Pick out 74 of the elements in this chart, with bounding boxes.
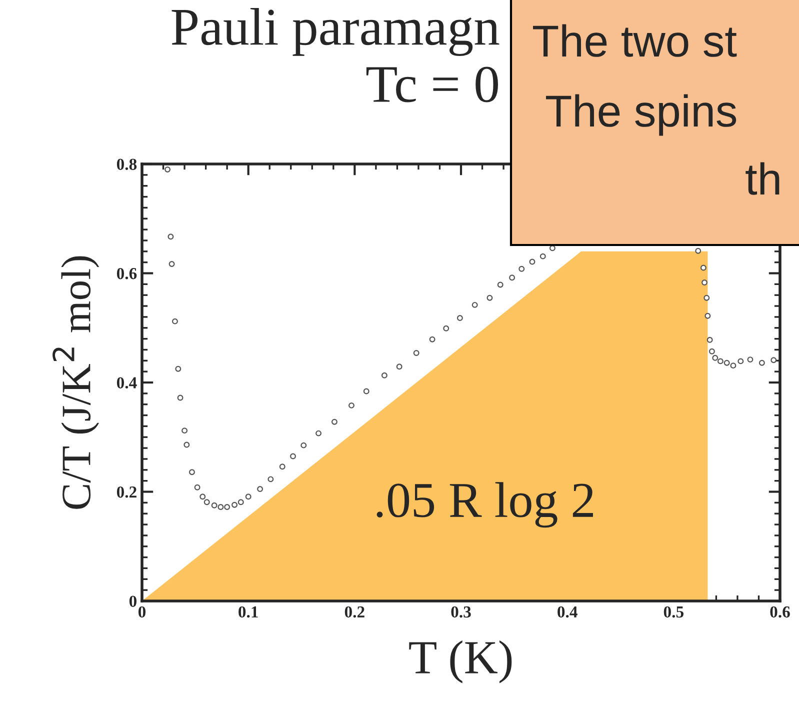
- point: [456, 315, 463, 322]
- point: [164, 166, 171, 172]
- annotation: .05 R log 2: [376, 482, 593, 528]
- point: [218, 504, 224, 510]
- point: [224, 504, 230, 510]
- point: [172, 318, 178, 324]
- point: [747, 356, 754, 363]
- point: [257, 486, 264, 492]
- point: [730, 362, 736, 369]
- point: [290, 453, 296, 460]
- point: [706, 336, 713, 343]
- point: [238, 499, 244, 506]
- text: The two st: [533, 24, 737, 57]
- point: [738, 358, 744, 364]
- point: [232, 502, 238, 508]
- point: [704, 294, 710, 301]
- point: [175, 366, 182, 372]
- point: [188, 469, 195, 476]
- point: [518, 266, 525, 272]
- point: [509, 274, 516, 281]
- y-axis-title: C/T (J/K$^{2}$ mol): [52, 256, 100, 509]
- point: [770, 357, 777, 364]
- x-axis-title: T (K): [409, 640, 512, 684]
- x-tick-label: 0.4: [558, 606, 578, 618]
- point: [184, 442, 190, 448]
- y-tick-label: 0.8: [116, 158, 137, 170]
- point: [486, 294, 493, 301]
- y-tick-label: 0.4: [116, 377, 137, 389]
- point: [413, 350, 420, 356]
- text: The spins: [546, 94, 736, 136]
- point: [245, 494, 252, 500]
- y-tick-label: 0.6: [116, 268, 137, 280]
- point: [168, 234, 174, 240]
- x-tick-label: 0.1: [238, 606, 258, 618]
- y-tick-label: 0: [129, 596, 137, 607]
- point: [204, 499, 210, 506]
- point: [211, 502, 218, 508]
- point: [758, 360, 765, 366]
- point: [363, 388, 370, 394]
- point: [182, 428, 188, 434]
- point: [331, 418, 338, 425]
- point: [708, 348, 715, 354]
- point: [429, 336, 436, 342]
- point: [348, 402, 354, 408]
- x-tick-label: 0: [138, 606, 146, 618]
- point: [717, 358, 724, 364]
- point: [177, 394, 184, 401]
- point: [396, 364, 402, 370]
- point: [695, 248, 702, 254]
- point: [279, 464, 286, 470]
- x-tick-label: 0.2: [344, 606, 364, 618]
- x-tick-label: 0.6: [770, 606, 790, 618]
- point: [702, 280, 708, 286]
- point: [712, 354, 718, 361]
- point: [300, 442, 307, 448]
- point: [472, 302, 478, 308]
- point: [381, 372, 388, 378]
- chart-title: Pauli paramagn Tc = 0: [172, 8, 500, 102]
- point: [268, 476, 274, 482]
- point: [443, 325, 450, 332]
- point: [529, 258, 536, 265]
- y-tick-label: 0.2: [116, 486, 136, 498]
- point: [316, 430, 322, 436]
- point: [200, 494, 206, 500]
- point: [168, 260, 175, 267]
- x-tick-label: 0.3: [451, 606, 471, 618]
- annotation: th: [746, 162, 780, 195]
- point: [194, 484, 200, 490]
- x-tick-label: 0.5: [664, 606, 684, 618]
- point: [540, 253, 546, 260]
- point: [700, 264, 706, 271]
- point: [724, 360, 730, 366]
- point: [497, 282, 504, 288]
- point: [704, 312, 711, 319]
